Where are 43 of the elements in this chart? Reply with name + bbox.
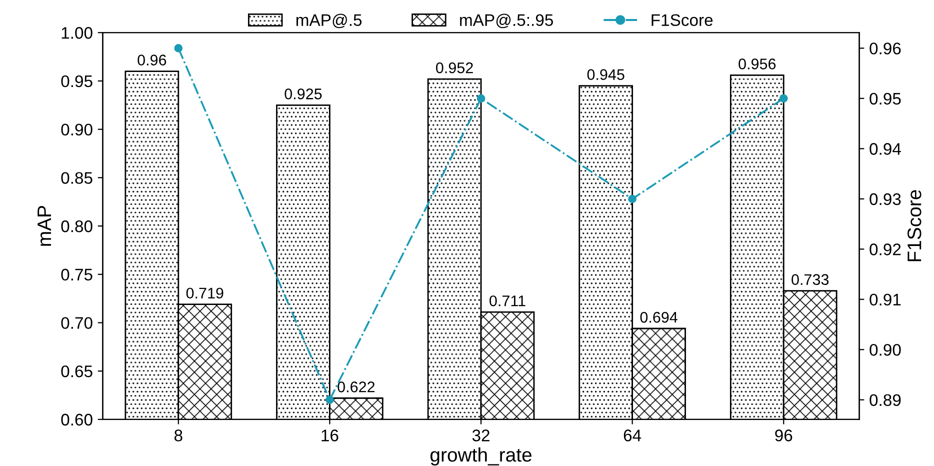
point (779, 94, 788, 103)
y2-axis-title: F1Score (908, 190, 922, 262)
data-label: 0.96 (138, 54, 166, 66)
data-label: 0.945 (587, 69, 624, 80)
data-label: 0.622 (338, 382, 375, 392)
text: 0.65 (61, 365, 92, 378)
x-tick-label: 8 (174, 430, 182, 442)
text: 0.90 (870, 344, 901, 356)
y2-tick-label: 0.94 (870, 143, 901, 155)
text: 0.95 (61, 75, 92, 88)
point (326, 396, 334, 404)
data-label: 0.733 (792, 274, 829, 285)
y2-tick-label: 0.96 (870, 42, 901, 54)
legend-label: mAP@.5 (296, 14, 362, 28)
data-label: 0.711 (490, 295, 526, 306)
y2-tick-label: 0.89 (870, 394, 901, 406)
data-label: 0.719 (186, 288, 224, 299)
text: 0.70 (61, 317, 92, 329)
y2-tick-label: 0.95 (870, 92, 901, 105)
data-label: 0.694 (640, 312, 678, 323)
x-tick-label: 96 (775, 430, 792, 442)
text: 1.00 (62, 27, 92, 39)
text: 0.85 (61, 172, 92, 184)
data-label: 0.956 (738, 58, 776, 70)
x-axis-title: growth_rate (430, 447, 532, 466)
text: 0.75 (61, 268, 92, 281)
point (628, 194, 636, 204)
x-tick-label: 32 (472, 430, 490, 442)
text: 0.60 (61, 414, 92, 426)
text: 0.80 (61, 220, 92, 232)
y2-tick-label: 0.93 (870, 193, 901, 206)
x-tick-label: 16 (322, 430, 338, 442)
x-tick-label: 64 (624, 430, 642, 442)
text: 0.90 (61, 124, 92, 136)
y2-tick-label: 0.91 (870, 294, 901, 306)
data-label: 0.925 (284, 88, 322, 100)
data-label: 0.952 (436, 62, 473, 74)
point (476, 94, 486, 103)
point (174, 44, 183, 52)
legend-label: F1Score (652, 14, 713, 26)
y-axis-title: mAP (38, 206, 51, 246)
y2-tick-label: 0.92 (870, 244, 901, 256)
legend-label: mAP@.5:.95 (460, 14, 553, 28)
